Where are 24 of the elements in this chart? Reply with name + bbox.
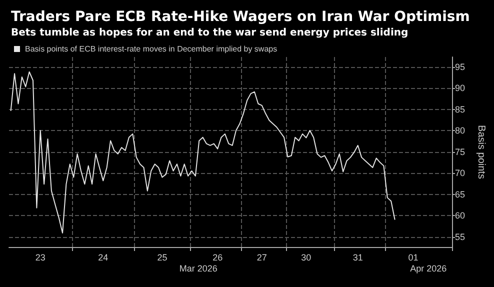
x-tick-label: 23 <box>35 252 46 262</box>
legend-label: Basis points of ECB interest-rate moves in December implied by swaps <box>25 44 278 54</box>
y-tick-label: 95 <box>455 62 466 72</box>
y-tick-label: 75 <box>455 146 466 157</box>
y-tick-label: 80 <box>455 126 466 136</box>
text: Apr 2026 <box>410 264 447 274</box>
x-tick-label: 27 <box>256 252 267 262</box>
line-series <box>10 71 396 234</box>
y-tick-label: 65 <box>455 189 466 200</box>
text: Mar 2026 <box>179 264 218 274</box>
y-tick-label: 90 <box>455 83 466 94</box>
chart-title: Traders Pare ECB Rate-Hike Wagers on Iran War Optimism <box>11 9 470 25</box>
y-axis-title: Basis points <box>476 125 486 179</box>
x-tick-label: 25 <box>157 252 168 262</box>
x-tick-label: 01 <box>408 252 418 262</box>
y-tick-label: 85 <box>455 104 466 114</box>
x-tick-label: 30 <box>301 252 312 262</box>
x-tick-label: 31 <box>352 252 363 262</box>
x-tick-label: 26 <box>212 252 223 262</box>
x-tick-label: 24 <box>98 252 108 262</box>
y-tick-label: 55 <box>455 232 466 242</box>
chart-subtitle: Bets tumble as hopes for an end to the war send energy prices sliding <box>11 28 408 38</box>
y-tick-label: 60 <box>455 210 466 221</box>
y-tick-label: 70 <box>455 168 466 178</box>
